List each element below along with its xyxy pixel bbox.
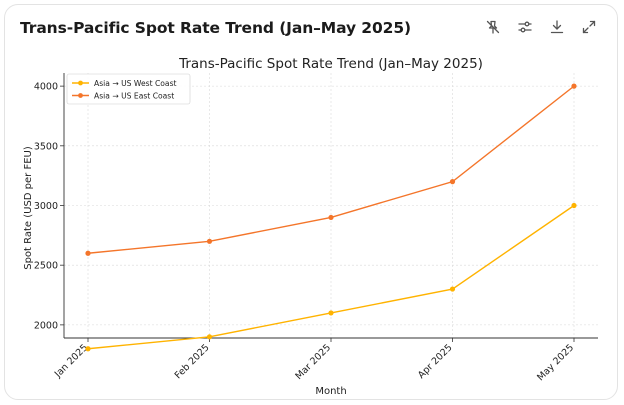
series-layer xyxy=(85,83,577,352)
data-point-west-coast xyxy=(206,334,213,340)
legend-entry: Asia → US East Coast xyxy=(94,92,174,101)
legend-entry: Asia → US West Coast xyxy=(94,79,177,88)
y-tick-label: 2000 xyxy=(34,320,58,331)
download-icon[interactable] xyxy=(547,17,567,37)
x-axis-label: Month xyxy=(315,386,346,397)
chart-card: Trans-Pacific Spot Rate Trend (Jan–May 2… xyxy=(4,4,618,400)
y-tick-label: 4000 xyxy=(34,82,58,93)
data-point-west-coast xyxy=(571,202,577,209)
y-axis-label: Spot Rate (USD per FEU) xyxy=(23,146,34,270)
data-point-east-coast xyxy=(206,238,213,244)
data-point-east-coast xyxy=(328,214,334,221)
x-tick-label: May 2025 xyxy=(535,342,576,383)
y-tick-label: 3000 xyxy=(34,201,58,212)
x-tick-label: Jan 2025 xyxy=(52,342,90,380)
legend-swatch-marker xyxy=(78,80,83,86)
chart-toolbar xyxy=(483,17,599,37)
card-title: Trans-Pacific Spot Rate Trend (Jan–May 2… xyxy=(20,19,412,37)
data-point-west-coast xyxy=(449,286,456,292)
data-point-east-coast xyxy=(449,179,456,185)
sliders-icon[interactable] xyxy=(515,17,535,37)
chart-title: Trans-Pacific Spot Rate Trend (Jan–May 2… xyxy=(178,56,483,72)
data-point-east-coast xyxy=(85,250,91,256)
data-point-west-coast xyxy=(85,346,91,352)
x-tick-label: Mar 2025 xyxy=(293,342,333,382)
legend-swatch-marker xyxy=(78,93,83,98)
data-point-west-coast xyxy=(328,310,334,316)
axes-layer xyxy=(60,73,598,342)
expand-icon[interactable] xyxy=(579,17,599,37)
grid-layer xyxy=(64,73,598,338)
y-tick-label: 2500 xyxy=(34,261,58,272)
data-point-east-coast xyxy=(571,83,577,89)
pin-off-icon[interactable] xyxy=(483,17,503,37)
x-tick-label: Feb 2025 xyxy=(173,342,212,381)
y-tick-label: 3500 xyxy=(34,141,58,152)
legend: Asia → US West Coast Asia → US East Coast xyxy=(66,73,191,105)
x-tick-label: Apr 2025 xyxy=(416,342,455,381)
legend-box xyxy=(66,73,191,105)
